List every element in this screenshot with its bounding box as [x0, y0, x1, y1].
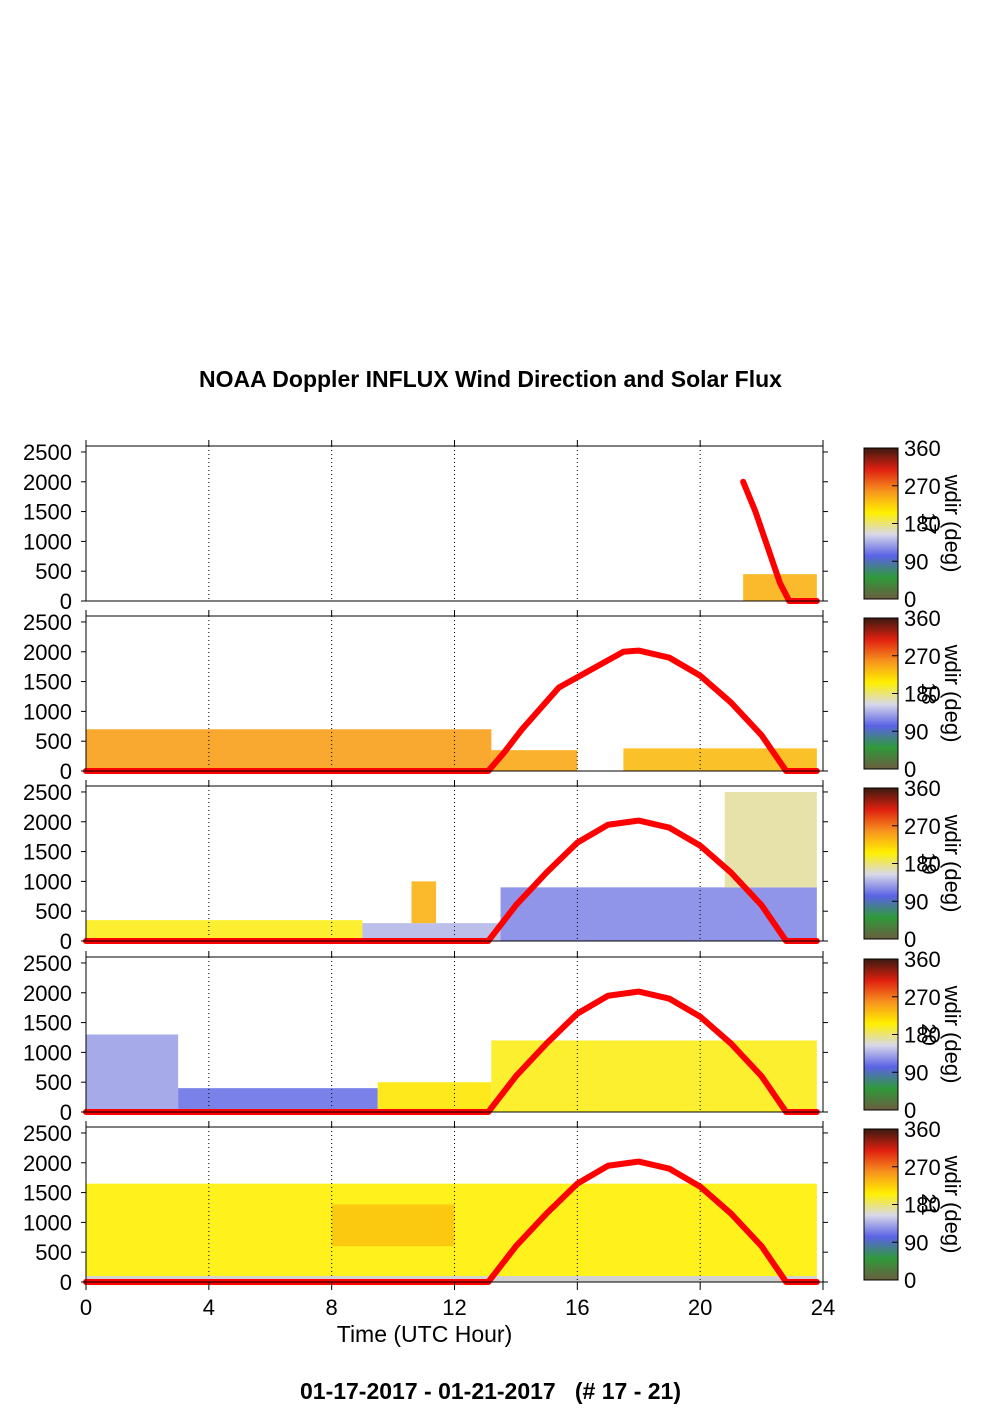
- colorbar-tick-label: 0: [904, 1268, 916, 1293]
- y-tick-label: 500: [35, 559, 72, 584]
- y-tick-label: 0: [60, 929, 72, 954]
- y-tick-label: 1000: [23, 699, 72, 724]
- y-tick-label: 1500: [23, 500, 72, 525]
- x-tick-label: 24: [811, 1295, 835, 1320]
- day-label: 17: [917, 512, 939, 534]
- y-tick-label: 0: [60, 589, 72, 614]
- colorbar-label: wdir (deg): [940, 1155, 965, 1254]
- day-label: 19: [917, 852, 939, 874]
- x-tick-label: 20: [688, 1295, 712, 1320]
- y-tick-label: 1500: [23, 1181, 72, 1206]
- colorbar-tick-label: 180: [904, 852, 941, 877]
- solar-flux-line: [83, 1158, 820, 1285]
- colorbar-tick-label: 0: [904, 587, 916, 612]
- y-tick-label: 2000: [23, 810, 72, 835]
- y-tick-label: 2500: [23, 440, 72, 465]
- y-tick-label: 2000: [23, 1151, 72, 1176]
- wind-direction-block: [724, 791, 817, 888]
- wind-direction-block: [178, 1088, 378, 1112]
- wind-direction-block: [86, 1034, 179, 1112]
- colorbar-tick-label: 180: [904, 1193, 941, 1218]
- colorbar-tick-label: 360: [904, 606, 941, 631]
- y-tick-label: 1000: [23, 1210, 72, 1235]
- day-label: 20: [917, 1023, 939, 1045]
- colorbar-tick-label: 180: [904, 1023, 941, 1048]
- y-tick-label: 500: [35, 1240, 72, 1265]
- wind-direction-block: [377, 1082, 492, 1112]
- y-tick-label: 1500: [23, 670, 72, 695]
- colorbar-tick-label: 90: [904, 719, 928, 744]
- colorbar-tick-label: 270: [904, 985, 941, 1010]
- colorbar-tick-label: 90: [904, 549, 928, 574]
- colorbar-tick-label: 360: [904, 947, 941, 972]
- colorbar-label: wdir (deg): [940, 814, 965, 913]
- wind-direction-block: [491, 750, 578, 771]
- y-tick-label: 0: [60, 1270, 72, 1295]
- solar-flux-line: [83, 988, 820, 1115]
- x-tick-label: 16: [565, 1295, 589, 1320]
- colorbar-tick-label: 180: [904, 512, 941, 537]
- wind-direction-block: [362, 923, 501, 941]
- colorbar-tick-label: 90: [904, 1060, 928, 1085]
- y-tick-label: 1000: [23, 529, 72, 554]
- y-tick-label: 500: [35, 899, 72, 924]
- solar-flux-line: [83, 817, 820, 944]
- y-tick-label: 1000: [23, 869, 72, 894]
- panel-day-19: 0 500 1000 1500 2000 2500 0 90 180 270 360 wdir (de…: [23, 776, 965, 954]
- colorbar-tick-label: 180: [904, 682, 941, 707]
- y-tick-label: 0: [60, 1100, 72, 1125]
- colorbar-tick-label: 360: [904, 436, 941, 461]
- y-tick-label: 2000: [23, 640, 72, 665]
- solar-flux-line: [83, 647, 820, 774]
- colorbar-tick-label: 0: [904, 757, 916, 782]
- y-tick-label: 500: [35, 729, 72, 754]
- colorbar-tick-label: 360: [904, 1117, 941, 1142]
- wind-direction-block: [411, 881, 437, 924]
- panel-day-18: 0 500 1000 1500 2000 2500 0 90 180 270 360 wdir (de…: [23, 606, 965, 784]
- colorbar-tick-label: 360: [904, 776, 941, 801]
- colorbar-tick-label: 0: [904, 1098, 916, 1123]
- colorbar-label: wdir (deg): [940, 985, 965, 1084]
- panel-frame: [85, 445, 824, 602]
- day-label: 21: [917, 1193, 939, 1215]
- colorbar-label: wdir (deg): [940, 644, 965, 743]
- colorbar-tick-label: 270: [904, 1155, 941, 1180]
- colorbar-tick-label: 270: [904, 474, 941, 499]
- y-tick-label: 2000: [23, 981, 72, 1006]
- y-tick-label: 2500: [23, 610, 72, 635]
- x-tick-label: 0: [80, 1295, 92, 1320]
- y-tick-label: 500: [35, 1070, 72, 1095]
- wind-direction-block: [623, 748, 817, 771]
- day-label: 18: [917, 682, 939, 704]
- x-tick-label: 8: [326, 1295, 338, 1320]
- y-tick-label: 2000: [23, 470, 72, 495]
- x-axis-label: Time (UTC Hour): [337, 1321, 512, 1347]
- colorbar-tick-label: 270: [904, 644, 941, 669]
- wind-direction-block: [331, 1204, 455, 1247]
- y-tick-label: 2500: [23, 951, 72, 976]
- panel-day-21: 0 500 1000 1500 2000 2500 0 90 180 270 360 wdir (de…: [23, 1117, 965, 1295]
- y-tick-label: 2500: [23, 780, 72, 805]
- colorbar-tick-label: 90: [904, 1230, 928, 1255]
- y-tick-label: 0: [60, 759, 72, 784]
- panel-day-20: 0 500 1000 1500 2000 2500 0 90 180 270 360 wdir (de…: [23, 947, 965, 1125]
- y-tick-label: 1500: [23, 840, 72, 865]
- colorbar-tick-label: 90: [904, 889, 928, 914]
- panel-day-17: 0 500 1000 1500 2000 2500 0 90 180 270 360 wdir (de…: [23, 436, 965, 614]
- y-tick-label: 1000: [23, 1040, 72, 1065]
- wind-direction-block: [86, 920, 363, 941]
- x-tick-label: 4: [203, 1295, 215, 1320]
- y-tick-label: 2500: [23, 1121, 72, 1146]
- x-tick-label: 12: [442, 1295, 466, 1320]
- y-tick-label: 1500: [23, 1011, 72, 1036]
- wind-direction-block: [86, 729, 492, 771]
- colorbar-tick-label: 0: [904, 927, 916, 952]
- colorbar-tick-label: 270: [904, 814, 941, 839]
- chart-title: NOAA Doppler INFLUX Wind Direction and S…: [199, 366, 782, 392]
- date-range-label: 01-17-2017 - 01-21-2017 (# 17 - 21): [299, 1378, 682, 1404]
- colorbar-label: wdir (deg): [940, 474, 965, 573]
